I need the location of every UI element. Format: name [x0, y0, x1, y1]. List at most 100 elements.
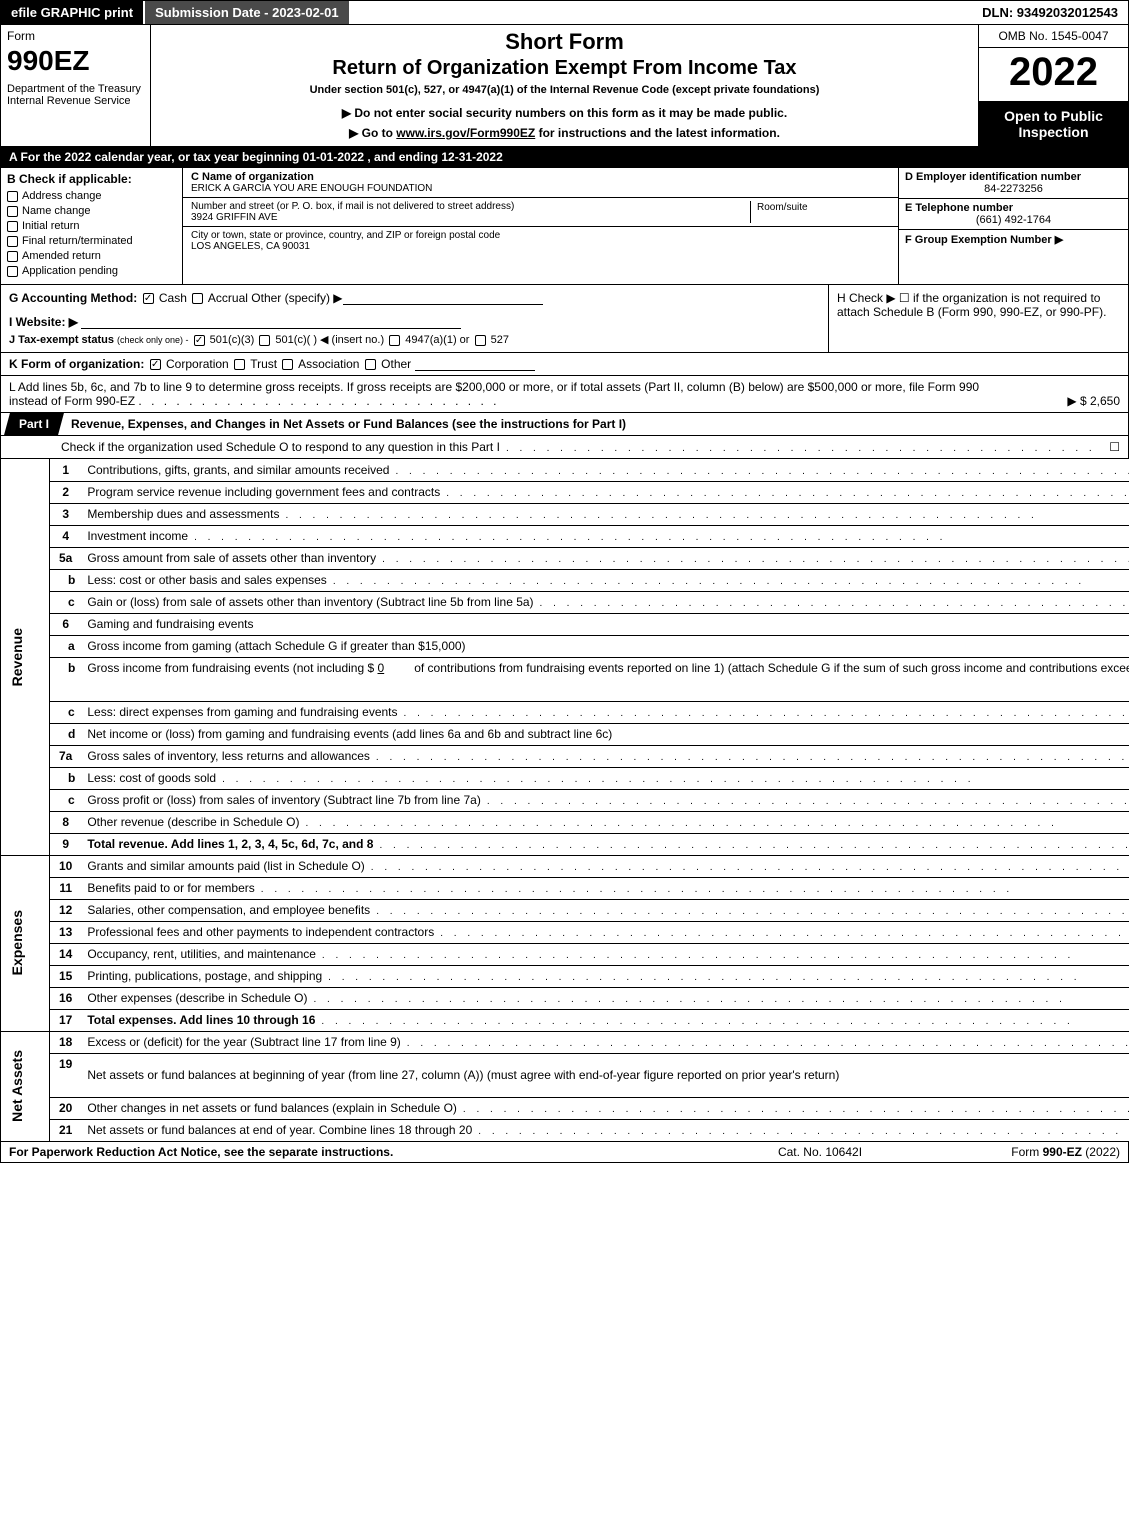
radio-527[interactable]: [475, 335, 486, 346]
line-num: b: [50, 767, 82, 789]
chk-amended-return[interactable]: Amended return: [7, 250, 176, 262]
header-center: Short Form Return of Organization Exempt…: [151, 25, 978, 146]
D-row: D Employer identification number 84-2273…: [899, 168, 1128, 199]
form-header: Form 990EZ Department of the Treasury In…: [0, 25, 1129, 147]
line-A: A For the 2022 calendar year, or tax yea…: [0, 147, 1129, 168]
paperwork-notice: For Paperwork Reduction Act Notice, see …: [9, 1145, 720, 1159]
radio-cash[interactable]: [143, 293, 154, 304]
col-B: B Check if applicable: Address change Na…: [1, 168, 183, 284]
opt-501c3: 501(c)(3): [210, 334, 255, 346]
line-num: 6: [50, 613, 82, 635]
city-row: City or town, state or province, country…: [183, 227, 898, 255]
part-I-sub-text: Check if the organization used Schedule …: [61, 440, 500, 454]
desc-text: Net assets or fund balances at end of ye…: [87, 1123, 472, 1137]
radio-association[interactable]: [282, 359, 293, 370]
line-desc: Professional fees and other payments to …: [81, 921, 1129, 943]
chk-final-return[interactable]: Final return/terminated: [7, 235, 176, 247]
dots: [472, 1126, 1129, 1137]
form-number: 990EZ: [7, 45, 144, 77]
part-I-checkbox[interactable]: ☐: [1109, 440, 1120, 454]
row-6a: a Gross income from gaming (attach Sched…: [1, 635, 1129, 657]
chk-label: Initial return: [22, 220, 79, 232]
chk-label: Address change: [22, 190, 102, 202]
line-desc: Less: cost or other basis and sales expe…: [81, 569, 1129, 591]
row-7a: 7a Gross sales of inventory, less return…: [1, 745, 1129, 767]
row-11: 11 Benefits paid to or for members 11: [1, 877, 1129, 899]
line-desc: Grants and similar amounts paid (list in…: [81, 855, 1129, 877]
radio-corporation[interactable]: [150, 359, 161, 370]
F-row: F Group Exemption Number ▶: [899, 230, 1128, 284]
radio-4947[interactable]: [389, 335, 400, 346]
dots: [481, 796, 1129, 807]
form-subtitle: Under section 501(c), 527, or 4947(a)(1)…: [161, 84, 968, 96]
opt-trust: Trust: [250, 357, 277, 371]
dots: [370, 906, 1129, 917]
dots: [398, 708, 1129, 719]
line-num: 8: [50, 811, 82, 833]
chk-name-change[interactable]: Name change: [7, 205, 176, 217]
row-4: 4 Investment income 4: [1, 525, 1129, 547]
line-desc: Investment income: [81, 525, 1129, 547]
row-2: 2 Program service revenue including gove…: [1, 481, 1129, 503]
line-desc: Printing, publications, postage, and shi…: [81, 965, 1129, 987]
catalog-number: Cat. No. 10642I: [720, 1145, 920, 1159]
note2-post: for instructions and the latest informat…: [535, 126, 780, 140]
row-GH: G Accounting Method: Cash Accrual Other …: [0, 285, 1129, 353]
city-label: City or town, state or province, country…: [191, 230, 890, 241]
line-num: d: [50, 723, 82, 745]
opt-527: 527: [491, 334, 509, 346]
part-I-sub: Check if the organization used Schedule …: [0, 436, 1129, 459]
line-num: 18: [50, 1031, 82, 1053]
L-amount: ▶ $ 2,650: [1020, 394, 1120, 408]
desc-text: Gross profit or (loss) from sales of inv…: [87, 793, 480, 807]
line-desc: Other expenses (describe in Schedule O): [81, 987, 1129, 1009]
line-desc: Salaries, other compensation, and employ…: [81, 899, 1129, 921]
chk-address-change[interactable]: Address change: [7, 190, 176, 202]
desc-text-2: of contributions from fundraising events…: [414, 661, 1129, 675]
checkbox-icon: [7, 236, 18, 247]
G-label: G Accounting Method:: [9, 291, 137, 305]
E-label: E Telephone number: [905, 202, 1122, 214]
website-blank: [81, 317, 461, 329]
line-desc: Gross amount from sale of assets other t…: [81, 547, 1129, 569]
irs-link[interactable]: www.irs.gov/Form990EZ: [396, 126, 535, 140]
dots: [401, 1038, 1129, 1049]
B-header: B Check if applicable:: [7, 172, 176, 186]
radio-accrual[interactable]: [192, 293, 203, 304]
radio-501c[interactable]: [259, 335, 270, 346]
row-9: 9 Total revenue. Add lines 1, 2, 3, 4, 5…: [1, 833, 1129, 855]
row-19a: 19 Net assets or fund balances at beginn…: [1, 1053, 1129, 1075]
line-num: 3: [50, 503, 82, 525]
org-name-row: C Name of organization ERICK A GARCIA YO…: [183, 168, 898, 198]
dots: [389, 466, 1129, 477]
chk-application-pending[interactable]: Application pending: [7, 265, 176, 277]
dots: [440, 488, 1129, 499]
dots: [457, 1104, 1129, 1115]
row-12: 12 Salaries, other compensation, and emp…: [1, 899, 1129, 921]
line-num: b: [50, 657, 82, 701]
line-desc: Contributions, gifts, grants, and simila…: [81, 459, 1129, 481]
line-desc: Gross sales of inventory, less returns a…: [81, 745, 1129, 767]
submission-date: Submission Date - 2023-02-01: [143, 1, 349, 24]
desc-text: Total expenses. Add lines 10 through 16: [87, 1013, 315, 1027]
dots: [534, 598, 1129, 609]
checkbox-icon: [7, 191, 18, 202]
radio-other-org[interactable]: [365, 359, 376, 370]
dots: [315, 1016, 1129, 1027]
chk-initial-return[interactable]: Initial return: [7, 220, 176, 232]
city-value: LOS ANGELES, CA 90031: [191, 241, 890, 252]
radio-501c3[interactable]: [194, 335, 205, 346]
opt-cash: Cash: [159, 291, 187, 305]
note2-pre: ▶ Go to: [349, 126, 396, 140]
dots: [365, 862, 1129, 873]
line-num: 9: [50, 833, 82, 855]
J-label: J Tax-exempt status: [9, 334, 114, 346]
desc-text: Excess or (deficit) for the year (Subtra…: [87, 1035, 400, 1049]
dots: [327, 576, 1129, 587]
checkbox-icon: [7, 221, 18, 232]
form-ref-pre: Form: [1011, 1145, 1042, 1159]
radio-trust[interactable]: [234, 359, 245, 370]
line-desc: Gross income from fundraising events (no…: [81, 657, 1129, 679]
line-num: 5a: [50, 547, 82, 569]
line-num: 2: [50, 481, 82, 503]
